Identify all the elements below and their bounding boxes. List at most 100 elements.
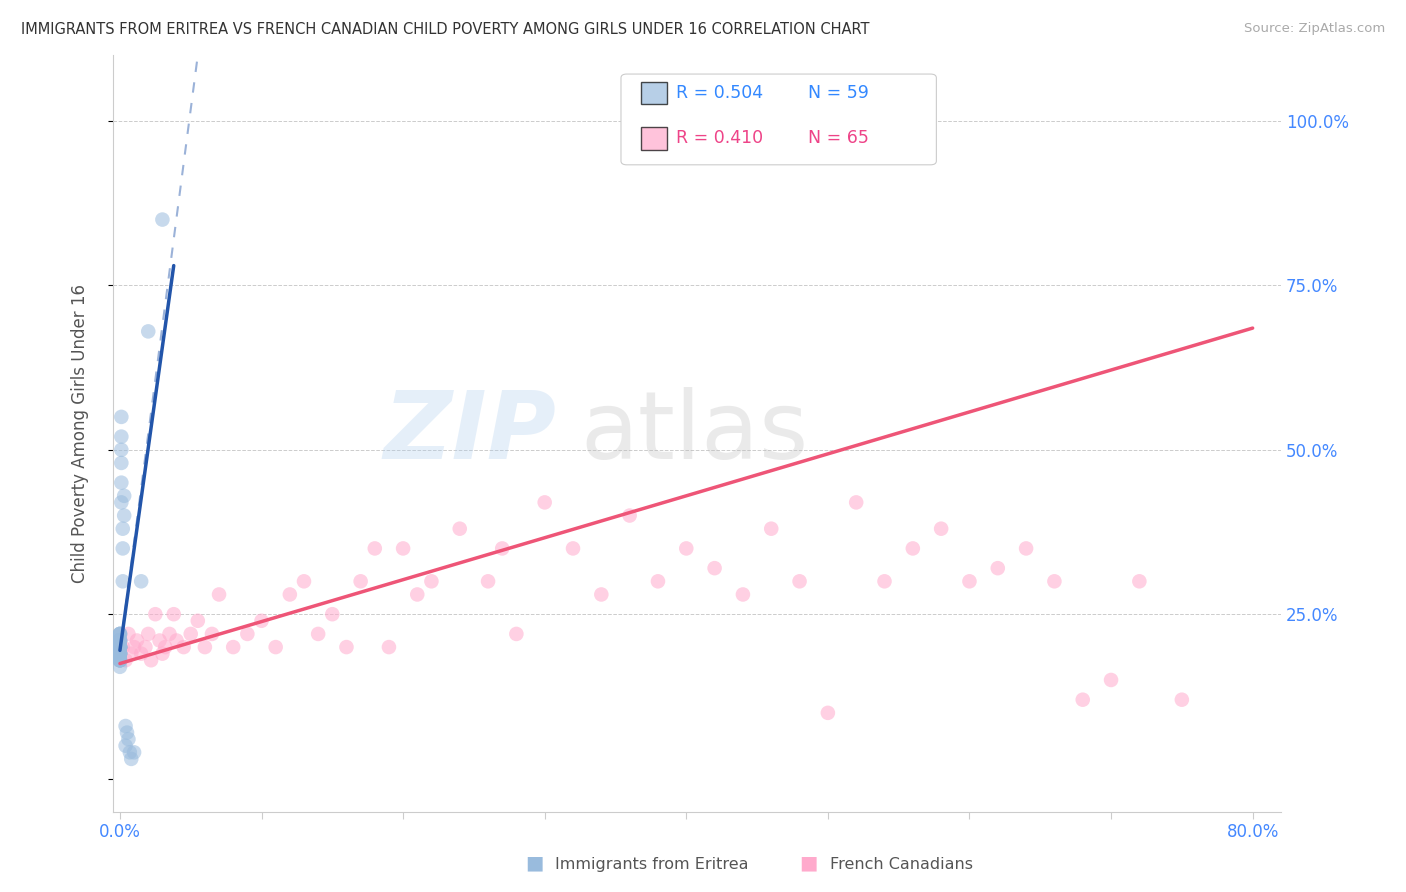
Point [108,660,131,674]
Point [108,647,131,661]
Point [108,647,131,661]
Point [173,640,195,654]
Point [108,653,131,667]
Point [134,640,156,654]
Point [901,541,924,556]
Point [335,640,357,654]
Point [222,640,245,654]
Point [1128,574,1150,589]
Point [120,752,142,766]
Point [187,614,209,628]
Point [159,627,181,641]
Point [208,587,231,601]
Point [108,640,131,654]
Point [122,745,145,759]
Text: ■: ■ [524,854,544,872]
Point [761,522,783,536]
Point [163,607,186,622]
Point [108,640,131,654]
Point [108,633,131,648]
Point [194,640,217,654]
Point [420,574,443,589]
Point [562,541,585,556]
Point [108,647,131,661]
Point [114,739,136,753]
Point [110,456,132,470]
Point [115,725,138,739]
Point [129,574,152,589]
Point [108,653,131,667]
Point [845,495,868,509]
Text: R = 0.504: R = 0.504 [676,84,763,102]
Point [477,574,499,589]
Point [108,653,131,667]
Point [108,653,131,667]
Point [250,614,273,628]
Point [449,522,471,536]
Point [152,647,174,661]
Text: French Canadians: French Canadians [830,857,973,872]
Point [647,574,669,589]
Point [152,212,174,227]
Point [114,719,136,733]
Point [110,475,132,490]
Text: N = 59: N = 59 [808,84,869,102]
Point [180,627,202,641]
Point [108,640,131,654]
Point [675,541,697,556]
Point [148,633,170,648]
Point [108,647,131,661]
Point [1015,541,1038,556]
Point [201,627,224,641]
Point [111,640,134,654]
Text: atlas: atlas [581,387,808,479]
Text: N = 65: N = 65 [808,129,869,147]
Text: ZIP: ZIP [384,387,557,479]
Point [236,627,259,641]
Point [364,541,387,556]
Point [155,640,177,654]
Point [108,627,131,641]
Text: R = 0.410: R = 0.410 [676,129,763,147]
Point [110,495,132,509]
Point [108,640,131,654]
Point [1171,692,1194,706]
Point [108,627,131,641]
Point [108,633,131,648]
Point [111,541,134,556]
FancyBboxPatch shape [621,74,936,165]
Point [139,653,162,667]
Point [114,653,136,667]
Point [136,627,159,641]
Point [110,429,132,443]
Point [292,574,315,589]
Point [129,647,152,661]
Point [108,647,131,661]
Point [108,640,131,654]
Point [108,627,131,641]
Point [108,647,131,661]
Point [108,640,131,654]
Y-axis label: Child Poverty Among Girls Under 16: Child Poverty Among Girls Under 16 [72,284,89,582]
Point [873,574,896,589]
Point [143,607,166,622]
Point [108,633,131,648]
Point [117,732,139,747]
FancyBboxPatch shape [641,127,666,150]
FancyBboxPatch shape [641,81,666,104]
Point [108,640,131,654]
Point [112,508,135,523]
Point [120,647,142,661]
Point [108,653,131,667]
Point [122,640,145,654]
Point [406,587,429,601]
Text: IMMIGRANTS FROM ERITREA VS FRENCH CANADIAN CHILD POVERTY AMONG GIRLS UNDER 16 CO: IMMIGRANTS FROM ERITREA VS FRENCH CANADI… [21,22,869,37]
Point [1043,574,1066,589]
Point [703,561,725,575]
Point [731,587,754,601]
Point [392,541,415,556]
Point [959,574,981,589]
Text: Source: ZipAtlas.com: Source: ZipAtlas.com [1244,22,1385,36]
Point [125,633,148,648]
Point [987,561,1010,575]
